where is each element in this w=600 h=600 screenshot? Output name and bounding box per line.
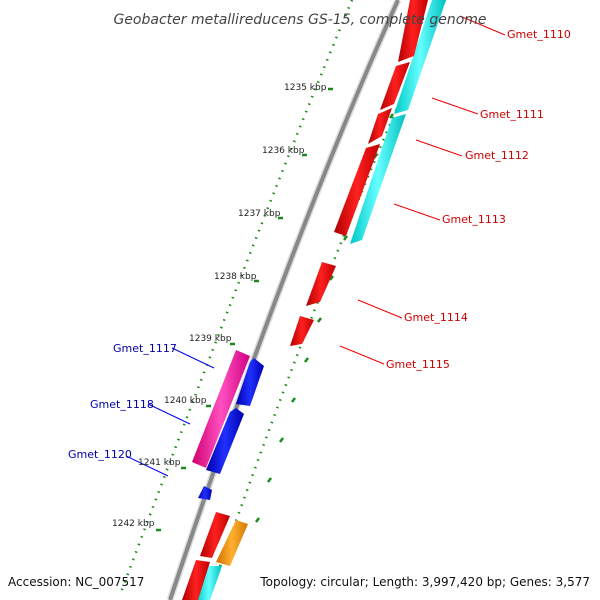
orange-track — [216, 520, 248, 566]
gene-block — [200, 512, 230, 558]
gene-block-gmet-1112 — [368, 108, 392, 144]
map-title: Geobacter metallireducens GS-15, complet… — [113, 12, 486, 28]
gene-block-gmet-1111 — [380, 62, 410, 110]
pink-track — [192, 350, 250, 468]
gene-label-gmet-1112: Gmet_1112 — [465, 149, 529, 162]
genome-backbone — [168, 0, 400, 600]
gene-block-gmet-1118 — [206, 408, 244, 474]
kbp-tick-marks — [156, 87, 333, 532]
cds-block — [196, 566, 222, 600]
gene-label-gmet-1114: Gmet_1114 — [404, 311, 468, 324]
kbp-tick-label: 1238 kbp — [214, 272, 257, 282]
gene-block-gmet-1120 — [198, 486, 212, 500]
gene-label-gmet-1115: Gmet_1115 — [386, 358, 450, 371]
gene-block-gmet-1114 — [306, 262, 336, 306]
kbp-tick-labels: 1235 kbp 1236 kbp 1237 kbp 1238 kbp 1239… — [112, 83, 327, 529]
accession-text: Accession: NC_007517 — [8, 575, 144, 589]
orange-block — [216, 520, 248, 566]
gene-label-gmet-1118: Gmet_1118 — [90, 398, 154, 411]
cds-block — [394, 0, 446, 114]
gene-block-gmet-1117 — [236, 358, 264, 406]
gene-label-gmet-1120: Gmet_1120 — [68, 448, 132, 461]
gene-block-gmet-1115 — [290, 316, 314, 346]
forward-gene-blocks — [182, 0, 428, 600]
outer-tick-ring — [118, 0, 354, 596]
gene-block-gmet-1110 — [398, 0, 428, 62]
kbp-tick-label: 1241 kbp — [138, 458, 181, 468]
kbp-tick-label: 1239 kbp — [189, 334, 232, 344]
forward-label-leaders — [339, 15, 506, 365]
kbp-tick-label: 1235 kbp — [284, 83, 327, 93]
gene-label-gmet-1113: Gmet_1113 — [442, 213, 506, 226]
gene-block — [182, 560, 210, 600]
kbp-tick-label: 1242 kbp — [112, 519, 155, 529]
reverse-gene-blocks — [198, 358, 264, 500]
gene-label-gmet-1117: Gmet_1117 — [113, 342, 177, 355]
genome-summary-text: Topology: circular; Length: 3,997,420 bp… — [259, 575, 590, 589]
forward-gene-labels: Gmet_1110 Gmet_1111 Gmet_1112 Gmet_1113 … — [386, 28, 571, 371]
kbp-tick-label: 1236 kbp — [262, 146, 305, 156]
kbp-tick-label: 1237 kbp — [238, 209, 281, 219]
kbp-tick-label: 1240 kbp — [164, 396, 207, 406]
gene-label-gmet-1110: Gmet_1110 — [507, 28, 571, 41]
gene-label-gmet-1111: Gmet_1111 — [480, 108, 544, 121]
cds-block — [350, 114, 406, 244]
cds-track — [196, 0, 446, 600]
pink-block — [192, 350, 250, 468]
reverse-label-leaders — [125, 347, 215, 477]
gene-block-gmet-1113 — [334, 144, 380, 236]
reverse-gene-labels: Gmet_1117 Gmet_1118 Gmet_1120 — [68, 342, 177, 461]
